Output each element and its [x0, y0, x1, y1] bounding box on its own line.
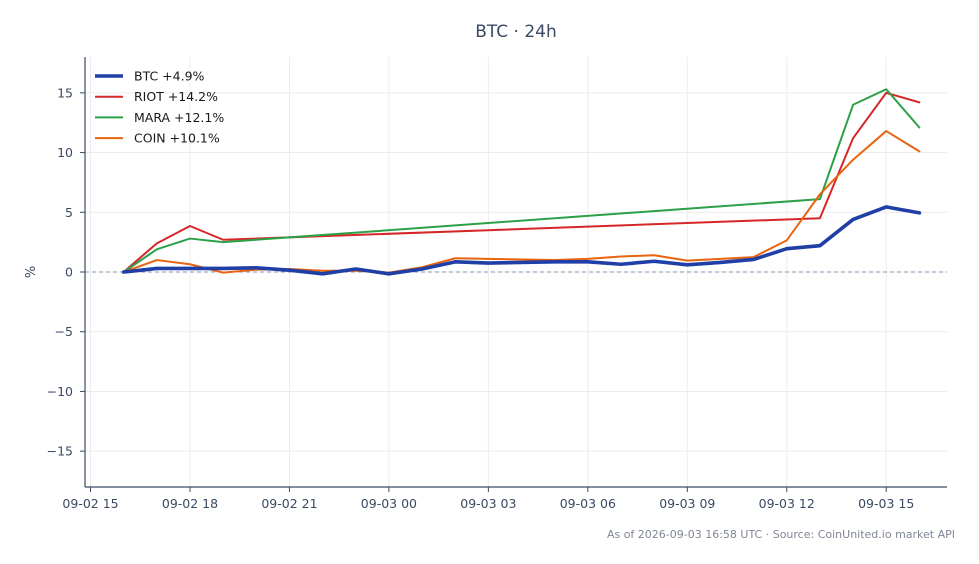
chart-title: BTC · 24h	[475, 22, 557, 42]
y-tick-label: −15	[47, 444, 73, 459]
x-tick-label: 09-02 15	[62, 496, 118, 511]
series-lines	[121, 88, 922, 276]
y-axis-ticks: 15 10 5 0 −5 −10 −15	[47, 85, 85, 459]
x-tick-label: 09-03 09	[659, 496, 715, 511]
x-tick-label: 09-03 15	[858, 496, 914, 511]
y-tick-label: −10	[47, 384, 73, 399]
series-line-riot	[122, 91, 921, 273]
y-tick-label: 10	[57, 145, 73, 160]
source-note: As of 2026-09-03 16:58 UTC · Source: Coi…	[607, 528, 955, 541]
x-tick-label: 09-03 06	[560, 496, 616, 511]
legend-label-mara: MARA +12.1%	[134, 110, 224, 125]
legend: BTC +4.9% RIOT +14.2% MARA +12.1% COIN +10.…	[95, 69, 224, 146]
series-line-btc	[121, 205, 922, 276]
y-tick-label: 0	[65, 265, 73, 280]
x-tick-label: 09-02 21	[261, 496, 317, 511]
legend-label-coin: COIN +10.1%	[134, 131, 220, 146]
y-tick-label: 15	[57, 85, 73, 100]
y-tick-label: 5	[65, 205, 73, 220]
legend-label-btc: BTC +4.9%	[134, 69, 205, 84]
y-axis-label: %	[24, 266, 39, 278]
series-line-mara	[122, 88, 921, 273]
x-tick-label: 09-02 18	[162, 496, 218, 511]
x-tick-label: 09-03 00	[361, 496, 417, 511]
x-axis-ticks: 09-02 15 09-02 18 09-02 21 09-03 00 09-03 03…	[62, 487, 914, 511]
x-tick-label: 09-03 03	[460, 496, 516, 511]
y-tick-label: −5	[55, 324, 73, 339]
x-tick-label: 09-03 12	[759, 496, 815, 511]
legend-label-riot: RIOT +14.2%	[134, 89, 218, 104]
